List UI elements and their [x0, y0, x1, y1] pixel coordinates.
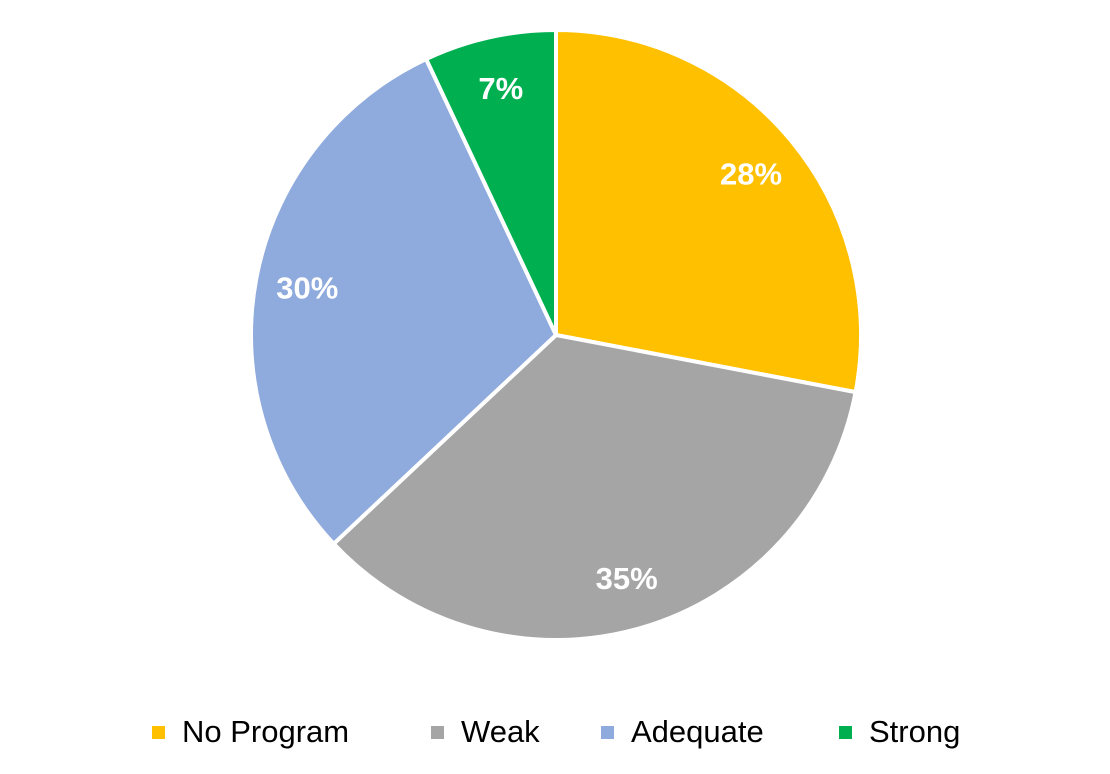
legend-item-strong: Strong [839, 712, 960, 752]
pie-slice-strong [424, 28, 558, 337]
data-label-adequate: 30% [276, 271, 338, 306]
legend-item-adequate: Adequate [601, 712, 764, 752]
legend-swatch [431, 725, 444, 739]
legend-swatch [601, 725, 614, 739]
legend-label: Adequate [631, 714, 764, 749]
legend-label: No Program [182, 714, 350, 749]
legend-item-no-program: No Program [152, 712, 349, 752]
data-label-no-program: 28% [720, 157, 782, 192]
pie-chart: 28% 35% 30% 7% [249, 28, 863, 642]
legend-label: Weak [461, 714, 540, 749]
data-label-strong: 7% [478, 71, 523, 106]
pie-slice-no-program [554, 28, 863, 395]
legend: No Program Weak Adequate Strong [0, 712, 1110, 752]
data-label-weak: 35% [596, 561, 658, 596]
pie-slice-weak [331, 333, 858, 642]
legend-swatch [839, 725, 852, 739]
pie-slice-adequate [249, 57, 558, 546]
legend-item-weak: Weak [431, 712, 540, 752]
legend-label: Strong [869, 714, 961, 749]
legend-swatch [152, 725, 165, 739]
